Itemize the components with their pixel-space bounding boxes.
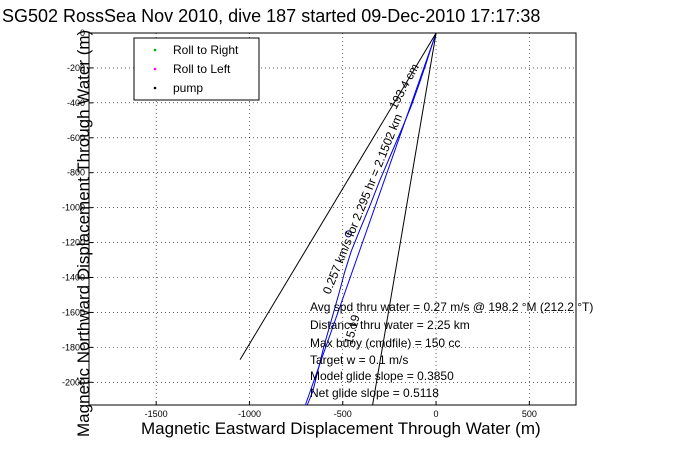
stats-line-5: Model glide slope = 0.3850 [310, 369, 454, 383]
y-axis-label: Magnetic Northward Displacement Through … [74, 30, 93, 437]
x-axis-ticks: -1500 -1000 -500 0 500 [145, 401, 537, 419]
series-lines [239, 32, 437, 406]
legend-label-pump: pump [173, 81, 203, 95]
y-tick-label: -600 [67, 133, 85, 143]
x-tick-label: 0 [434, 409, 439, 419]
legend: Roll to Right Roll to Left pump [133, 37, 260, 101]
legend-marker-roll-left [153, 67, 157, 71]
y-tick-label: -200 [67, 63, 85, 73]
y-tick-label: -1600 [62, 307, 85, 317]
pump-markers [344, 230, 352, 238]
y-tick-label: -1200 [62, 238, 85, 248]
x-tick-label: -1500 [145, 409, 168, 419]
y-tick-label: -1400 [62, 273, 85, 283]
stats-line-3: Max buoy (cmdfile) = 150 cc [310, 336, 460, 350]
stats-line-2: Distance thru water = 2.25 km [310, 318, 470, 332]
y-tick-label: -1000 [62, 203, 85, 213]
legend-marker-roll-right [153, 48, 157, 52]
y-tick-label: 0 [80, 28, 85, 38]
x-axis-label: Magnetic Eastward Displacement Through W… [141, 419, 541, 438]
x-tick-label: 500 [522, 409, 537, 419]
legend-label-roll-left: Roll to Left [173, 62, 231, 76]
y-tick-label: -2000 [62, 377, 85, 387]
x-tick-label: -1000 [238, 409, 261, 419]
chart-title: SG502 RossSea Nov 2010, dive 187 started… [2, 6, 540, 26]
series-heading [304, 32, 437, 406]
pump-marker [344, 230, 352, 238]
series-track [306, 32, 437, 406]
stats-line-6: Net glide slope = 0.5118 [310, 386, 439, 400]
legend-label-roll-right: Roll to Right [173, 43, 239, 57]
y-tick-label: -800 [67, 168, 85, 178]
series-wedge-left [239, 32, 437, 360]
stats-line-4: Target w = 0.1 m/s [310, 353, 408, 367]
y-tick-label: -400 [67, 98, 85, 108]
y-axis-ticks: 0 -200 -400 -600 -800 -1000 -1200 -1400 -1600 -18… [62, 28, 93, 387]
stats-line-1: Avg spd thru water = 0.27 m/s @ 198.2 °M… [310, 300, 593, 314]
x-tick-label: -500 [334, 409, 352, 419]
stats-block: Avg spd thru water = 0.27 m/s @ 198.2 °M… [310, 300, 593, 400]
y-tick-label: -1800 [62, 342, 85, 352]
series-wedge-right [372, 32, 437, 406]
legend-marker-pump [153, 86, 157, 90]
